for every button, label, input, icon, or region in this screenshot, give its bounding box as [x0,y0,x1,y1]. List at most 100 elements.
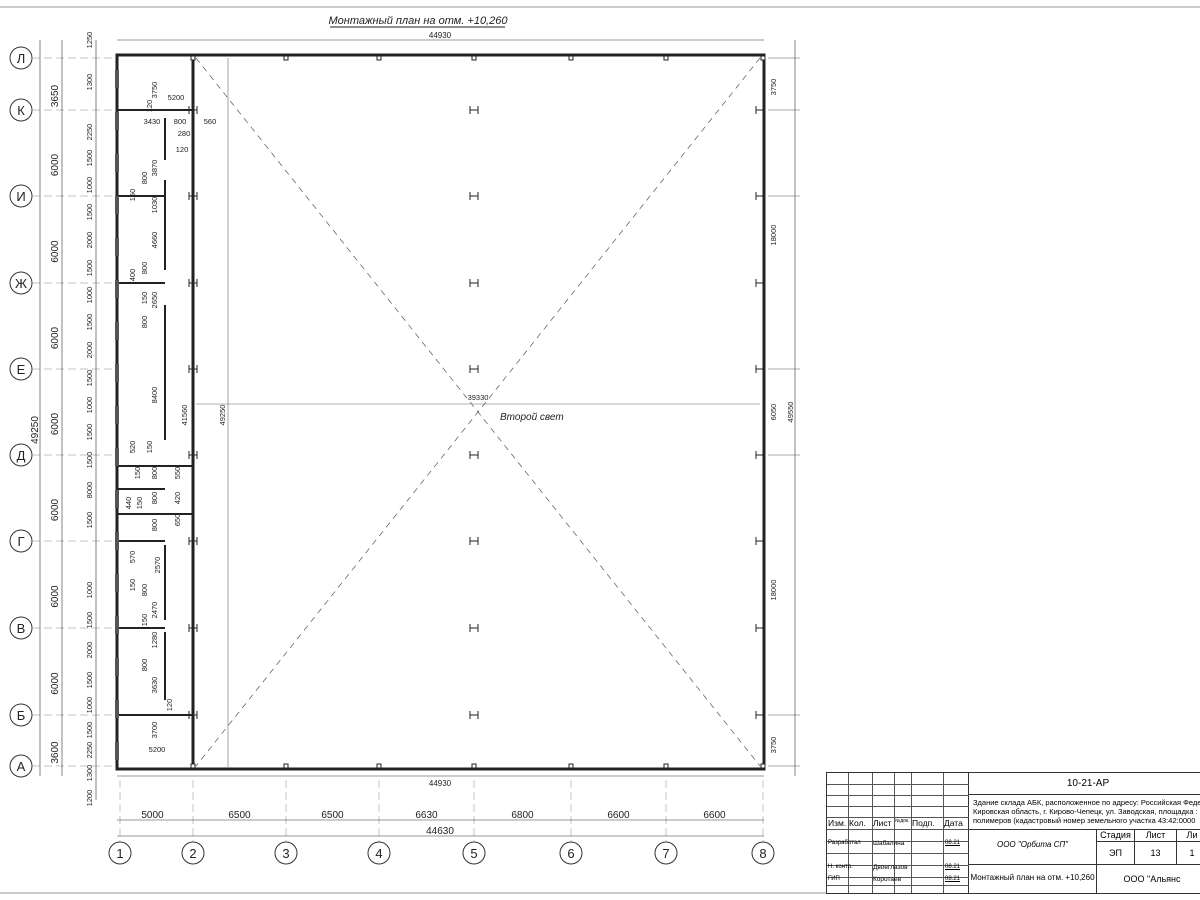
sheet-value: 13 [1135,842,1177,865]
sign-date: 08.21 [945,876,961,882]
axis-label-column: 3 [282,846,289,861]
inner-dim: 800 [140,262,149,275]
inner-dim: 150 [140,614,149,627]
inner-dim: 800 [150,467,159,480]
column-marker [663,763,669,769]
stage-label: Стадия [1097,830,1135,842]
window [115,406,119,424]
grid-line [827,806,969,807]
inner-dim: 550 [173,467,182,480]
left-detail-dim: 8000 [85,482,94,499]
column-marker [283,763,289,769]
grid-line [894,773,895,893]
inner-dim: 440 [124,497,133,510]
inner-dim: 150 [128,579,137,592]
grid-line [911,773,912,893]
sheet-title: Монтажный план на отм. +10,260 [969,865,1097,893]
grid-line [872,773,873,893]
outer-wall [115,53,766,771]
grid-line [827,885,969,886]
left-detail-dim: 1500 [85,314,94,331]
left-span-dim: 6000 [50,585,61,608]
header-cell: Дата [944,818,963,828]
left-span-dim: 6000 [50,498,61,521]
column-marker [568,763,574,769]
inner-dim: 49250 [218,405,227,426]
grid-line [827,853,969,854]
window [115,238,119,256]
right-dim: 6050 [769,404,778,421]
inner-dim: 150 [128,189,137,202]
axis-label-row: Д [17,448,26,463]
header-cell: №док. [895,818,910,824]
left-total-dim: 49250 [30,416,41,444]
inner-dim: 1030 [150,197,159,214]
left-detail-dim: 1200 [85,790,94,807]
role-label: ГИП [828,876,840,882]
window [115,574,119,592]
window [115,154,119,172]
window [115,532,119,550]
column-marker [568,55,574,61]
axis-label-row: Б [17,708,26,723]
left-span-dim: 6000 [50,412,61,435]
left-detail-dim: 1500 [85,612,94,629]
inner-dim: 2650 [150,292,159,309]
left-detail-dim: 2000 [85,342,94,359]
signature [917,837,941,847]
inner-dim: 5200 [168,93,185,102]
sign-date: 08.21 [945,864,961,870]
bottom-span-dim: 6500 [321,810,344,821]
bottom-total-dim: 44630 [426,826,454,837]
header-cell: Кол. [849,818,866,828]
bottom-span-dim: 6600 [607,810,630,821]
bottom-span-dim: 6600 [703,810,726,821]
inner-dim: 5200 [149,745,166,754]
left-detail-dim: 2250 [85,124,94,141]
window [115,364,119,382]
title-block: 10-21-АР Здание склада АБК, расположенно… [826,772,1200,894]
company: ООО "Альянс [1123,874,1181,884]
inner-dim: 800 [140,172,149,185]
axis-label-column: 6 [567,846,574,861]
sheets-label: Ли [1177,830,1200,842]
column-marker [663,55,669,61]
project-line-3: полимеров (кадастровый номер земельного … [973,816,1196,825]
left-detail-dim: 1000 [85,287,94,304]
second-light-label: Второй свет [500,412,564,423]
window [115,280,119,298]
top-dimension: 44930 [429,31,452,40]
inner-dim: 3750 [150,82,159,99]
inner-dim: 4660 [150,232,159,249]
grid-line [827,829,969,830]
left-span-dim: 3600 [50,741,61,764]
inner-dim: 150 [145,441,154,454]
person-name: Шабалина [873,840,905,847]
project-line-1: Здание склада АБК, расположенное по адре… [973,798,1200,807]
left-detail-dim: 1000 [85,397,94,414]
stage-value: ЭП [1097,842,1135,865]
left-detail-dim: 1250 [85,32,94,49]
inner-dim: 1280 [150,632,159,649]
left-detail-dim: 1500 [85,204,94,221]
axis-label-row: Л [17,51,26,66]
inner-dim: 400 [128,269,137,282]
organization: ООО "Орбита СП" [969,830,1097,865]
window [115,448,119,466]
left-detail-dim: 1500 [85,260,94,277]
axis-label-row: И [16,189,25,204]
inner-dim: 520 [128,441,137,454]
inner-dim: 150 [133,467,142,480]
axis-label-column: 2 [189,846,196,861]
axis-label-row: А [17,759,26,774]
axis-label-column: 7 [662,846,669,861]
column-marker [760,55,766,61]
inner-dim: 420 [173,492,182,505]
sign-date: 08.21 [945,840,961,846]
grid-line [827,877,969,878]
left-detail-dim: 1500 [85,150,94,167]
grid-line [827,841,969,842]
inner-dim: 800 [140,316,149,329]
inner-dim: 3870 [150,160,159,177]
